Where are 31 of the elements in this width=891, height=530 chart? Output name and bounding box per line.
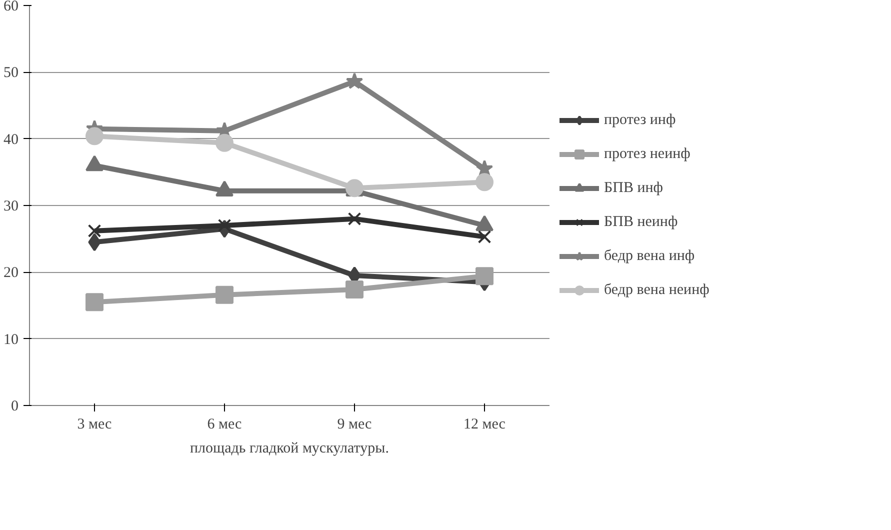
x-tick-label: 9 мес [337, 416, 372, 432]
y-tick-label: 30 [4, 198, 18, 214]
point [88, 224, 102, 238]
y-tick-label: 0 [11, 398, 18, 414]
legend-label: протез неинф [604, 146, 690, 162]
point [478, 230, 492, 244]
point [476, 267, 494, 286]
point [216, 286, 234, 304]
legend-label: протез инф [604, 112, 676, 128]
y-tick-label: 20 [4, 265, 18, 282]
x-axis-title: площадь гладкой мускулатуры. [190, 440, 389, 456]
y-tick-label: 50 [4, 65, 18, 82]
y-tick-label: 10 [4, 332, 18, 348]
legend-label: бедр вена инф [604, 248, 695, 264]
x-tick-label: 3 мес [77, 416, 112, 432]
point [346, 72, 364, 89]
legend-label: БПВ неинф [604, 214, 678, 230]
point [86, 127, 104, 146]
point [348, 212, 362, 226]
point [216, 134, 234, 152]
point [476, 173, 494, 192]
point [86, 293, 104, 312]
x-tick-label: 12 мес [464, 416, 506, 432]
legend-label: БПВ инф [604, 180, 663, 196]
point [218, 218, 232, 232]
legend-label: бедр вена неинф [604, 282, 710, 298]
point [346, 280, 364, 298]
y-tick-label: 40 [4, 132, 18, 148]
point [88, 233, 101, 252]
x-tick-label: 6 мес [207, 416, 242, 432]
y-tick-label: 60 [4, 0, 18, 14]
